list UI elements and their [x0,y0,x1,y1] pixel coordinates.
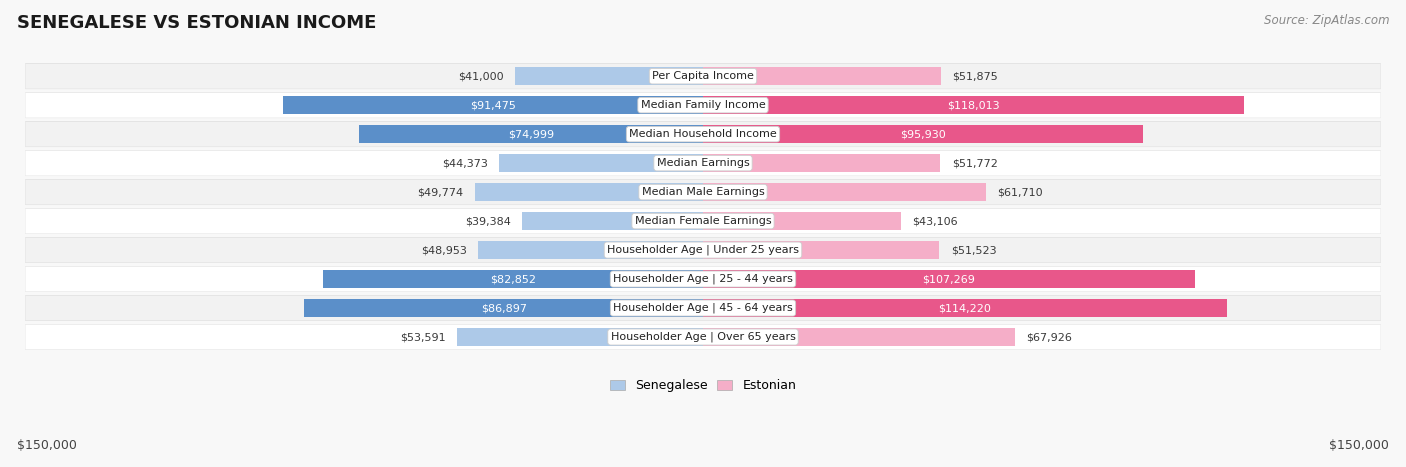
Text: $51,875: $51,875 [952,71,998,81]
FancyBboxPatch shape [25,150,1381,176]
FancyBboxPatch shape [25,208,1381,234]
Text: $67,926: $67,926 [1026,332,1071,342]
Bar [284,97,703,114]
Text: $51,772: $51,772 [952,158,998,168]
Text: $86,897: $86,897 [481,303,527,313]
FancyBboxPatch shape [25,179,1381,205]
Bar [523,212,703,230]
Text: Median Male Earnings: Median Male Earnings [641,187,765,197]
Bar [703,270,1195,288]
Text: $61,710: $61,710 [997,187,1043,197]
Bar [703,68,941,85]
Bar [703,184,986,201]
Text: Householder Age | 25 - 44 years: Householder Age | 25 - 44 years [613,274,793,284]
Text: $74,999: $74,999 [508,129,554,139]
Text: $118,013: $118,013 [948,100,1000,110]
Text: Median Family Income: Median Family Income [641,100,765,110]
FancyBboxPatch shape [25,295,1381,321]
FancyBboxPatch shape [25,266,1381,292]
FancyBboxPatch shape [25,92,1381,118]
FancyBboxPatch shape [25,325,1381,350]
Text: $39,384: $39,384 [465,216,510,226]
Text: $91,475: $91,475 [470,100,516,110]
FancyBboxPatch shape [25,296,1381,321]
Text: $150,000: $150,000 [17,439,77,452]
Bar [499,155,703,172]
Text: Householder Age | 45 - 64 years: Householder Age | 45 - 64 years [613,303,793,313]
Text: Source: ZipAtlas.com: Source: ZipAtlas.com [1264,14,1389,27]
Text: Median Female Earnings: Median Female Earnings [634,216,772,226]
Text: Householder Age | Over 65 years: Householder Age | Over 65 years [610,332,796,342]
Text: $41,000: $41,000 [458,71,503,81]
Text: $107,269: $107,269 [922,274,976,284]
Bar [703,155,941,172]
FancyBboxPatch shape [25,324,1381,350]
Bar [457,328,703,346]
FancyBboxPatch shape [25,179,1381,205]
Bar [305,299,703,317]
Text: $53,591: $53,591 [401,332,446,342]
FancyBboxPatch shape [25,267,1381,292]
FancyBboxPatch shape [25,121,1381,147]
FancyBboxPatch shape [25,92,1381,118]
Text: Householder Age | Under 25 years: Householder Age | Under 25 years [607,245,799,255]
Text: $150,000: $150,000 [1329,439,1389,452]
Text: Median Earnings: Median Earnings [657,158,749,168]
Legend: Senegalese, Estonian: Senegalese, Estonian [605,375,801,397]
FancyBboxPatch shape [25,237,1381,262]
Bar [703,126,1143,143]
Bar [703,97,1244,114]
Text: $114,220: $114,220 [939,303,991,313]
Text: $49,774: $49,774 [418,187,463,197]
Text: $48,953: $48,953 [422,245,467,255]
Bar [515,68,703,85]
Bar [703,241,939,259]
FancyBboxPatch shape [25,121,1381,147]
FancyBboxPatch shape [25,64,1381,89]
Text: $95,930: $95,930 [900,129,946,139]
Bar [703,212,901,230]
Bar [359,126,703,143]
Bar [703,328,1015,346]
Text: $43,106: $43,106 [912,216,957,226]
Bar [323,270,703,288]
FancyBboxPatch shape [25,237,1381,263]
Text: Per Capita Income: Per Capita Income [652,71,754,81]
Text: $82,852: $82,852 [491,274,536,284]
Bar [475,184,703,201]
Text: SENEGALESE VS ESTONIAN INCOME: SENEGALESE VS ESTONIAN INCOME [17,14,377,32]
FancyBboxPatch shape [25,208,1381,234]
Bar [703,299,1227,317]
Text: $51,523: $51,523 [950,245,997,255]
FancyBboxPatch shape [25,64,1381,89]
Text: $44,373: $44,373 [441,158,488,168]
Bar [478,241,703,259]
Text: Median Household Income: Median Household Income [628,129,778,139]
FancyBboxPatch shape [25,150,1381,176]
